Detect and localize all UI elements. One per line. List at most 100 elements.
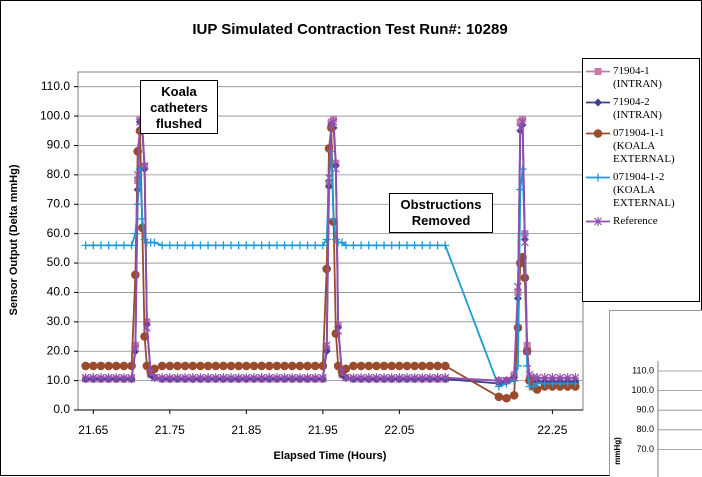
marker xyxy=(410,361,419,371)
inset-tick-label: 100.0 xyxy=(631,385,654,395)
marker xyxy=(295,241,304,250)
marker xyxy=(181,241,190,250)
legend-item: 071904-1-1 (KOALA EXTERNAL) xyxy=(585,127,697,166)
marker xyxy=(288,241,297,250)
legend-swatch xyxy=(586,129,610,138)
marker xyxy=(357,373,366,383)
marker xyxy=(249,361,259,371)
marker xyxy=(357,241,366,250)
marker xyxy=(104,373,113,383)
marker xyxy=(303,373,312,383)
marker xyxy=(196,241,205,250)
marker xyxy=(327,147,336,156)
inset-tick-label: 90.0 xyxy=(636,405,654,415)
marker xyxy=(318,361,328,371)
marker xyxy=(188,241,197,250)
legend-item: 071904-1-2 (KOALA EXTERNAL) xyxy=(585,171,697,210)
marker xyxy=(380,241,389,250)
marker xyxy=(196,361,205,371)
marker xyxy=(331,164,340,174)
marker xyxy=(372,373,381,383)
marker xyxy=(96,241,105,250)
y-tick-label: 40.0 xyxy=(47,285,71,299)
marker xyxy=(433,241,442,250)
marker xyxy=(325,173,333,183)
y-tick-label: 30.0 xyxy=(47,314,71,328)
marker xyxy=(250,373,258,383)
marker xyxy=(211,241,220,250)
marker xyxy=(97,373,105,383)
marker xyxy=(204,241,213,250)
marker xyxy=(380,373,388,383)
x-tick-label: 22.05 xyxy=(384,423,414,437)
plot-area: 0.0 10.0 20.0 30.0 40.0 50.0 60.0 70.0 80.0 90.0 1… xyxy=(40,71,584,437)
marker xyxy=(379,361,389,371)
marker xyxy=(173,361,182,371)
marker xyxy=(287,361,297,371)
marker xyxy=(257,241,266,250)
marker xyxy=(410,373,419,383)
marker xyxy=(165,241,174,250)
legend-swatch xyxy=(586,68,610,75)
marker xyxy=(502,376,511,386)
inset-plot: 110.0 100.0 90.0 80.0 70.0 mmHg) xyxy=(613,361,702,477)
marker xyxy=(234,361,243,371)
marker xyxy=(265,373,274,383)
marker xyxy=(322,264,331,274)
marker xyxy=(520,237,529,247)
marker xyxy=(89,361,98,371)
marker xyxy=(594,217,602,226)
x-tick-label: 21.75 xyxy=(155,423,185,437)
marker xyxy=(131,229,140,238)
marker xyxy=(188,361,198,371)
marker xyxy=(150,373,159,383)
marker xyxy=(211,373,220,383)
marker xyxy=(387,361,397,371)
marker xyxy=(441,373,450,383)
legend-label: 71904-2 (INTRAN) xyxy=(613,96,662,121)
marker xyxy=(295,373,304,383)
marker xyxy=(532,385,542,394)
marker xyxy=(89,241,98,250)
marker xyxy=(119,361,129,371)
marker xyxy=(242,373,251,383)
marker xyxy=(127,241,136,250)
marker xyxy=(272,241,281,250)
marker xyxy=(418,373,427,383)
marker xyxy=(311,373,320,383)
legend: 71904-1 (INTRAN) 71904-2 (INTRAN) 071904-1… xyxy=(582,58,700,302)
marker xyxy=(514,282,522,292)
series-line xyxy=(85,119,576,382)
marker xyxy=(112,373,121,383)
marker xyxy=(188,373,197,383)
marker xyxy=(510,373,519,383)
y-tick-label: 0.0 xyxy=(53,402,70,416)
marker xyxy=(303,361,312,371)
y-tick-label: 10.0 xyxy=(47,373,71,387)
y-tick-label: 90.0 xyxy=(47,138,71,152)
y-tick-label: 20.0 xyxy=(47,343,71,357)
marker xyxy=(338,367,346,377)
marker xyxy=(403,373,411,383)
legend-item: 71904-2 (INTRAN) xyxy=(585,96,697,122)
marker xyxy=(525,370,534,380)
marker xyxy=(349,361,358,371)
marker xyxy=(257,373,266,383)
marker xyxy=(440,361,450,371)
y-tick-label: 70.0 xyxy=(47,196,71,210)
marker xyxy=(403,241,412,250)
marker xyxy=(594,173,602,182)
marker xyxy=(219,241,228,250)
marker xyxy=(165,373,174,383)
marker xyxy=(364,361,374,371)
marker xyxy=(89,373,98,383)
legend-label: 071904-1-1 (KOALA EXTERNAL) xyxy=(613,127,675,165)
marker xyxy=(402,361,412,371)
marker xyxy=(150,364,159,374)
marker xyxy=(104,361,113,371)
x-tick-label: 21.95 xyxy=(308,423,338,437)
marker xyxy=(227,241,236,250)
marker xyxy=(594,68,602,75)
marker xyxy=(165,361,175,371)
